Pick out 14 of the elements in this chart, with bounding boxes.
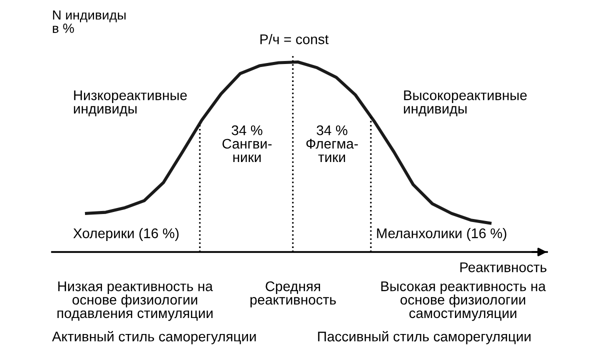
annotation: Низкореактивные индивиды (74, 90, 187, 116)
text: Активный стиль саморегуляции (52, 331, 256, 344)
text: Пассивный стиль саморегуляции (318, 331, 530, 344)
x-axis-title: Реактивность (460, 262, 546, 272)
y-axis-title: N индивиды в % (52, 10, 126, 33)
text: Высокая реактивность на основе физиологии самостимуляции (381, 282, 546, 321)
annotation: 34 % Сангви- ники (222, 125, 272, 162)
annotation: Высокореактивные индивиды (404, 90, 527, 116)
annotation: Меланхолики (16 %) (377, 228, 506, 241)
text: Средняя реактивность (250, 281, 336, 308)
annotation: Холерики (16 %) (73, 228, 179, 241)
text: Низкая реактивность на основе физиологии подавления стимуляции (57, 282, 213, 321)
text: P/ч = const (260, 34, 329, 44)
annotation: 34 % Флегма- тики (306, 125, 358, 162)
